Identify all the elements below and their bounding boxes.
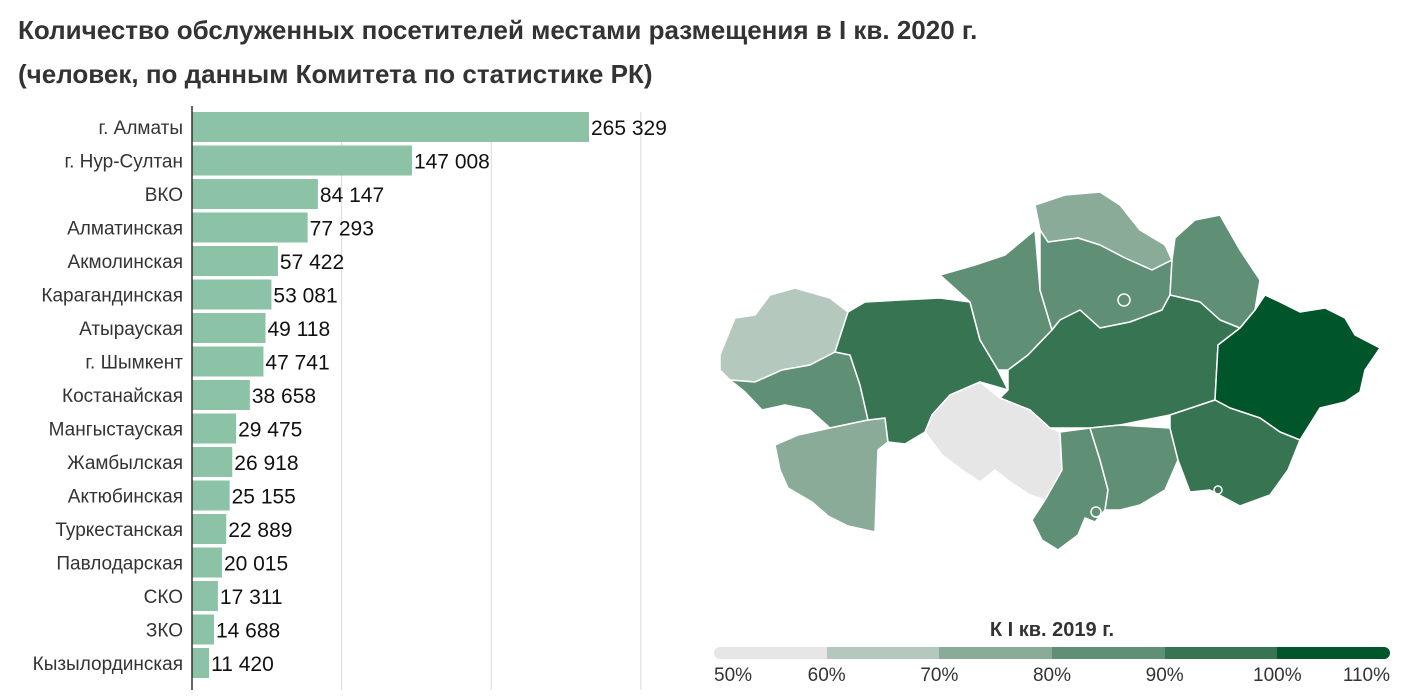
bar (192, 145, 412, 176)
legend-label: 90% (1145, 665, 1184, 686)
bar (192, 648, 210, 678)
value-label: 29 475 (238, 419, 302, 442)
legend-label: 60% (807, 665, 846, 686)
value-label: 22 889 (228, 519, 292, 542)
value-label: 26 918 (234, 452, 298, 475)
value-label: 20 015 (224, 553, 288, 576)
kazakhstan-map (719, 191, 1381, 551)
value-label: 17 311 (220, 586, 283, 609)
bar (192, 179, 318, 209)
value-label: 11 420 (211, 653, 274, 676)
bar (192, 547, 222, 578)
category-label: Туркестанская (55, 520, 183, 541)
value-label: 265 329 (591, 117, 667, 140)
legend-title: К I кв. 2019 г. (989, 619, 1115, 641)
region-zhambyl (1089, 424, 1179, 511)
bar (192, 514, 227, 544)
chart-title-line1: Количество обслуженных посетителей места… (18, 15, 978, 45)
region-almaty-oblast (1169, 399, 1301, 507)
bar (192, 447, 233, 477)
bar (192, 313, 266, 343)
category-label: Актюбинская (68, 487, 183, 508)
category-label: Алматинская (67, 219, 183, 240)
legend-swatch-6 (1277, 647, 1390, 659)
category-label: Атырауская (79, 319, 183, 340)
legend-swatch-3 (939, 647, 1053, 659)
category-label: г. Алматы (99, 118, 184, 139)
category-label: Мангыстауская (49, 420, 183, 441)
value-label: 57 422 (280, 251, 344, 274)
bar (192, 279, 272, 310)
legend-labels: 50% 60% 70% 80% 90% 100% 110% (714, 665, 1390, 691)
value-label: 14 688 (216, 620, 280, 643)
category-label: Карагандинская (41, 286, 183, 307)
category-label: г. Нур-Султан (64, 152, 183, 173)
value-label: 47 741 (265, 352, 329, 375)
category-label: Павлодарская (56, 554, 183, 575)
legend-swatch-5 (1164, 647, 1278, 659)
map-legend: К I кв. 2019 г. 50% 60% 70% 80% 90% 100%… (714, 616, 1390, 691)
bar (192, 614, 214, 645)
region-almaty-city (1213, 485, 1223, 495)
category-label: г. Шымкент (85, 353, 183, 374)
value-label: 147 008 (414, 151, 490, 174)
legend-label: 70% (920, 665, 959, 686)
category-label: Жамбылская (67, 453, 183, 474)
legend-label: 80% (1032, 665, 1072, 686)
bar (192, 346, 264, 377)
region-mangystau (774, 417, 889, 533)
chart-title: Количество обслуженных посетителей места… (18, 8, 977, 96)
value-label: 77 293 (310, 218, 374, 241)
region-shymkent (1090, 506, 1102, 518)
legend-swatch-1 (714, 647, 827, 659)
bar (192, 212, 308, 243)
bar (192, 112, 589, 142)
legend-swatch-4 (1052, 647, 1165, 659)
value-label: 84 147 (320, 184, 384, 207)
category-label: Акмолинская (68, 252, 183, 273)
value-label: 49 118 (267, 318, 330, 341)
legend-swatch-2 (826, 647, 940, 659)
legend-label: 50% (714, 665, 753, 686)
region-nur-sultan (1117, 293, 1131, 307)
bar (192, 246, 278, 276)
category-label: Кызылординская (33, 654, 183, 675)
legend-label: 110% (1342, 665, 1390, 686)
bar (192, 380, 250, 410)
value-label: 25 155 (232, 486, 296, 509)
bar (192, 581, 218, 611)
bar (192, 413, 237, 444)
category-label: СКО (144, 587, 183, 608)
value-label: 53 081 (273, 285, 337, 308)
bar (192, 480, 230, 511)
category-label: Костанайская (62, 386, 183, 407)
category-label: ЗКО (146, 621, 183, 642)
legend-label: 100% (1253, 665, 1302, 686)
bar-chart: г. Алматы 265 329 г. Нур-Султан 147 008 ВКО 8… (33, 106, 667, 690)
category-label: ВКО (145, 185, 183, 206)
chart-title-line2: (человек, по данным Комитета по статисти… (18, 59, 653, 89)
value-label: 38 658 (252, 385, 316, 408)
legend-color-scale (714, 647, 1390, 659)
